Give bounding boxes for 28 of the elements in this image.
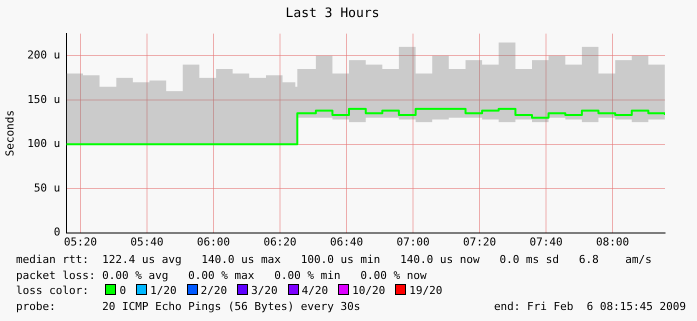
legend-label: 3/20 xyxy=(251,284,278,297)
text: packet loss: 0.00 % avg 0.00 % max 0.00 % min 0.00 % now xyxy=(16,268,428,283)
text: end: Fri Feb 6 08:15:45 2009 xyxy=(494,298,686,314)
x-tick-label: 07:40 xyxy=(530,235,563,248)
x-tick-label: 06:20 xyxy=(263,235,297,248)
y-tick-label: 100 u xyxy=(27,137,60,150)
x-tick-label: 08:00 xyxy=(596,235,630,248)
legend-label: 19/20 xyxy=(409,284,442,297)
x-tick-label: 07:20 xyxy=(463,235,496,248)
text: probe: 20 ICMP Echo Pings (56 Bytes) every 30s xyxy=(16,300,360,312)
x-tick-label: 05:20 xyxy=(64,235,98,248)
legend-label: 2/20 xyxy=(200,284,228,297)
legend-label: 4/20 xyxy=(302,284,328,297)
chart-title: Last 3 Hours xyxy=(286,6,380,22)
y-tick-label: 0 xyxy=(54,226,60,239)
x-tick-label: 06:00 xyxy=(196,235,230,248)
x-tick-label: 06:40 xyxy=(330,235,364,248)
y-axis-title: Seconds xyxy=(3,110,16,156)
legend-label: 0 xyxy=(119,284,126,297)
x-tick-label: 07:00 xyxy=(396,235,430,248)
y-tick-label: 50 u xyxy=(34,181,60,194)
text: median rtt: 122.4 us avg 140.0 us max 100.0 us min 140.0 us now 0.0 ms sd 6.8 am/s xyxy=(16,252,653,268)
legend-label: 1/20 xyxy=(150,284,177,297)
legend-title: loss color: xyxy=(16,284,89,297)
y-tick-label: 150 u xyxy=(27,92,60,106)
y-tick-label: 200 u xyxy=(27,48,60,62)
legend-label: 10/20 xyxy=(352,284,386,297)
x-tick-label: 05:40 xyxy=(130,235,164,248)
